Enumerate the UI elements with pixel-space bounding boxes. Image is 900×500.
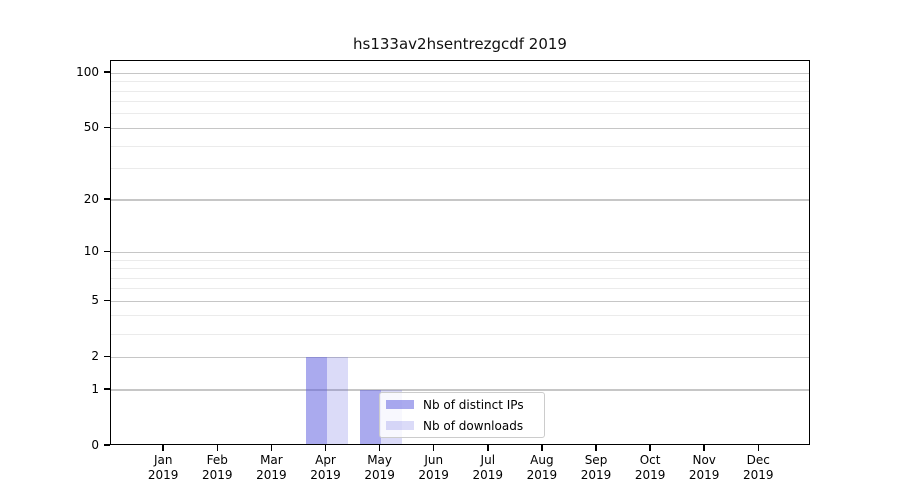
y-tick: [104, 355, 110, 357]
y-tick-label: 5: [91, 293, 99, 308]
y-tick-label: 0: [91, 438, 99, 452]
y-gridline-major: [111, 251, 809, 253]
bar-nb-of-downloads-apr: [326, 357, 348, 445]
y-tick-label: 100: [76, 65, 99, 80]
x-tick-label: Apr 2019: [310, 453, 341, 482]
y-gridline-major: [111, 72, 809, 74]
y-gridline-minor: [111, 90, 809, 92]
plot-area: [110, 60, 810, 445]
x-tick-label: Sep 2019: [580, 453, 612, 482]
x-tick: [487, 445, 489, 451]
y-gridline-major: [111, 300, 809, 302]
y-gridline-minor: [111, 259, 809, 261]
y-gridline-minor: [111, 101, 809, 103]
y-tick-label: 2: [91, 349, 99, 364]
y-gridline-minor: [111, 168, 809, 170]
y-gridline-major: [111, 199, 809, 201]
x-tick-label: Dec 2019: [743, 453, 774, 482]
legend-item-distinct-ips: Nb of distinct IPs: [386, 394, 544, 415]
x-tick: [432, 445, 435, 451]
x-tick-label: May 2019: [364, 453, 395, 482]
x-tick: [541, 445, 543, 451]
y-gridline-major: [111, 389, 809, 391]
legend-swatch-downloads: [386, 421, 414, 430]
legend-label-downloads: Nb of downloads: [423, 418, 524, 433]
x-tick: [649, 445, 651, 451]
y-gridline-major: [111, 127, 809, 129]
x-tick-label: Aug 2019: [526, 453, 558, 482]
x-tick: [270, 445, 273, 451]
y-tick-label: 20: [83, 192, 99, 207]
legend: Nb of distinct IPs Nb of downloads: [379, 392, 545, 438]
y-gridline-minor: [111, 268, 809, 269]
y-gridline-minor: [111, 113, 809, 115]
y-tick: [104, 444, 110, 446]
x-tick: [703, 445, 705, 451]
y-tick: [104, 299, 110, 301]
y-gridline-major: [111, 356, 809, 358]
x-tick-label: Jan 2019: [147, 453, 179, 482]
x-tick-label: Oct 2019: [634, 453, 666, 482]
x-tick: [216, 445, 219, 451]
y-tick-label: 50: [83, 120, 99, 135]
y-gridline-minor: [111, 81, 809, 83]
y-tick: [104, 250, 110, 253]
y-gridline-minor: [111, 277, 809, 279]
legend-item-downloads: Nb of downloads: [386, 415, 544, 436]
y-tick: [104, 388, 110, 390]
y-gridline-minor: [111, 315, 809, 317]
y-gridline-minor: [111, 288, 809, 290]
x-tick-label: Jul 2019: [472, 453, 504, 482]
y-tick-label: 10: [83, 244, 99, 259]
x-tick: [378, 445, 381, 451]
y-gridline-minor: [111, 333, 809, 335]
y-tick: [104, 198, 110, 200]
y-tick: [104, 71, 110, 73]
y-tick: [104, 126, 110, 129]
y-tick-label: 1: [91, 382, 99, 396]
bar-nb-of-distinct-ips-apr: [305, 357, 327, 445]
x-tick: [595, 445, 597, 451]
x-tick: [162, 445, 164, 451]
bar-nb-of-distinct-ips-may: [359, 390, 381, 445]
x-tick-label: Nov 2019: [688, 453, 720, 482]
x-tick: [757, 445, 760, 451]
x-tick-label: Mar 2019: [256, 453, 287, 482]
x-tick: [324, 445, 327, 451]
legend-label-distinct-ips: Nb of distinct IPs: [423, 397, 524, 412]
x-tick-label: Feb 2019: [202, 453, 233, 482]
chart-title: hs133av2hsentrezgcdf 2019: [353, 35, 567, 53]
y-gridline-minor: [111, 145, 809, 147]
x-tick-label: Jun 2019: [418, 453, 449, 482]
legend-swatch-distinct-ips: [386, 400, 414, 409]
